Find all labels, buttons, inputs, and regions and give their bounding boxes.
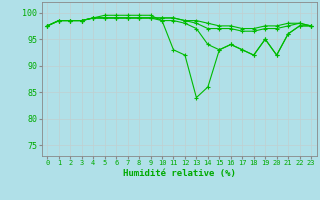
X-axis label: Humidité relative (%): Humidité relative (%) [123, 169, 236, 178]
